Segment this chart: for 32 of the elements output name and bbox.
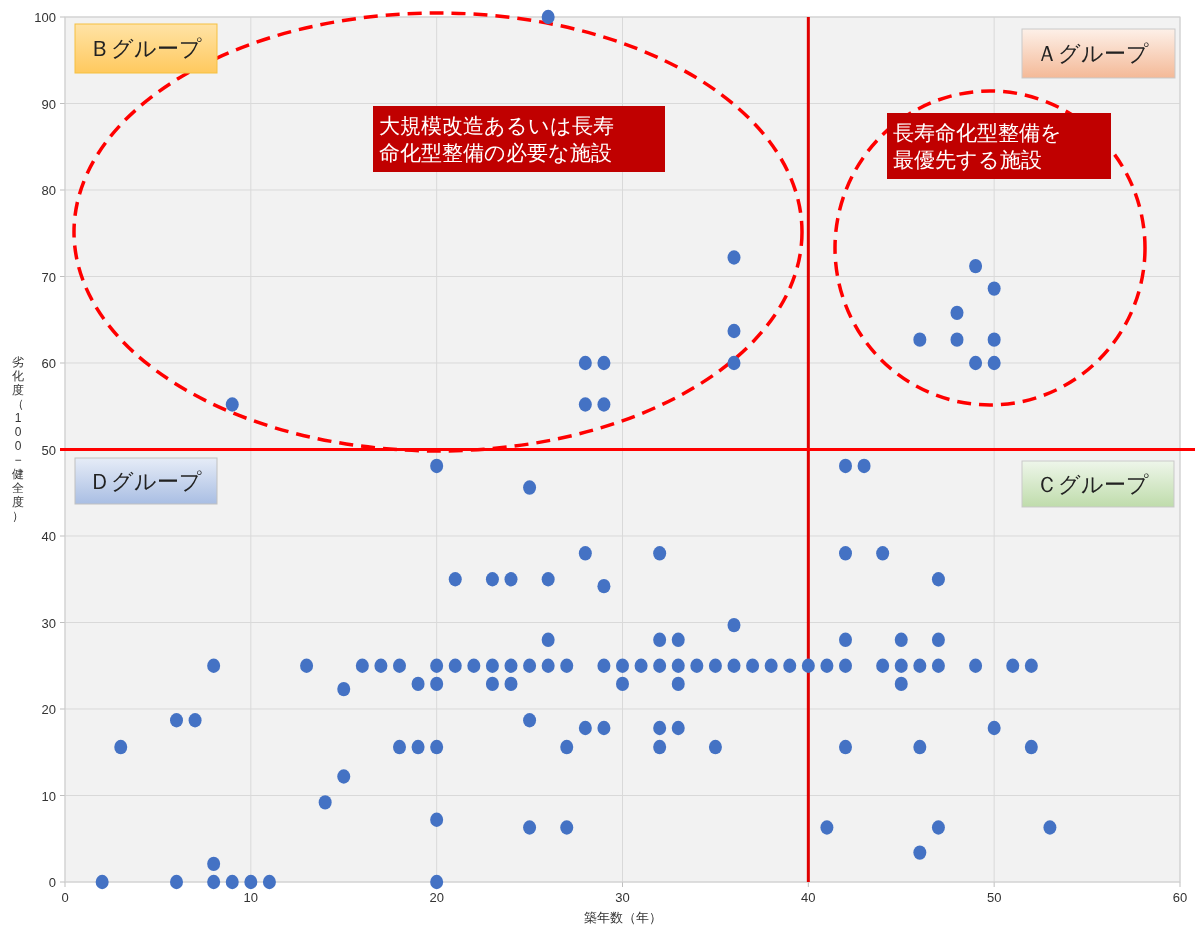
y-tick-label: 30 (41, 615, 56, 631)
x-tick-label: 30 (615, 890, 630, 905)
y-tick-label: 70 (41, 269, 56, 285)
y-tick-label: 20 (41, 702, 56, 717)
annotation: Ｃグループ (1036, 471, 1149, 497)
y-tick-label: 100 (34, 10, 56, 25)
annotation: 長寿命化型整備を最優先する施設 (893, 121, 1062, 171)
x-tick-label: 40 (801, 890, 816, 905)
annotation: Ａグループ (1036, 41, 1149, 67)
annotation: Ａグループ (1021, 28, 1176, 79)
x-tick-label: 10 (243, 890, 259, 905)
y-tick-label: 10 (41, 788, 56, 804)
annotation: Ｄグループ (89, 468, 202, 494)
annotation: Ｂグループ (74, 23, 218, 74)
y-tick-label: 80 (41, 183, 56, 198)
y-tick-label: 40 (41, 529, 56, 544)
x-tick-label: 60 (1172, 890, 1188, 905)
annotation: Ｃグループ (1021, 460, 1175, 508)
annotation: 長寿命化型整備を最優先する施設 (887, 113, 1111, 179)
x-tick-label: 0 (61, 890, 69, 905)
annotation: Ｂグループ (89, 36, 202, 62)
x-axis-title: 築年数（年） (583, 910, 662, 925)
y-tick-label: 50 (41, 442, 56, 458)
annotation: Ｄグループ (74, 457, 218, 505)
annotation: 大規模改造あるいは長寿命化型整備の必要な施設 (379, 114, 614, 164)
y-tick-label: 0 (48, 875, 56, 890)
annotation: 大規模改造あるいは長寿命化型整備の必要な施設 (373, 106, 665, 172)
y-tick-label: 90 (41, 96, 56, 112)
y-tick-label: 60 (41, 356, 56, 371)
y-axis-title: 劣化度（100−健全度） (12, 354, 24, 523)
x-tick-label: 50 (986, 890, 1002, 905)
x-tick-label: 20 (429, 890, 444, 905)
